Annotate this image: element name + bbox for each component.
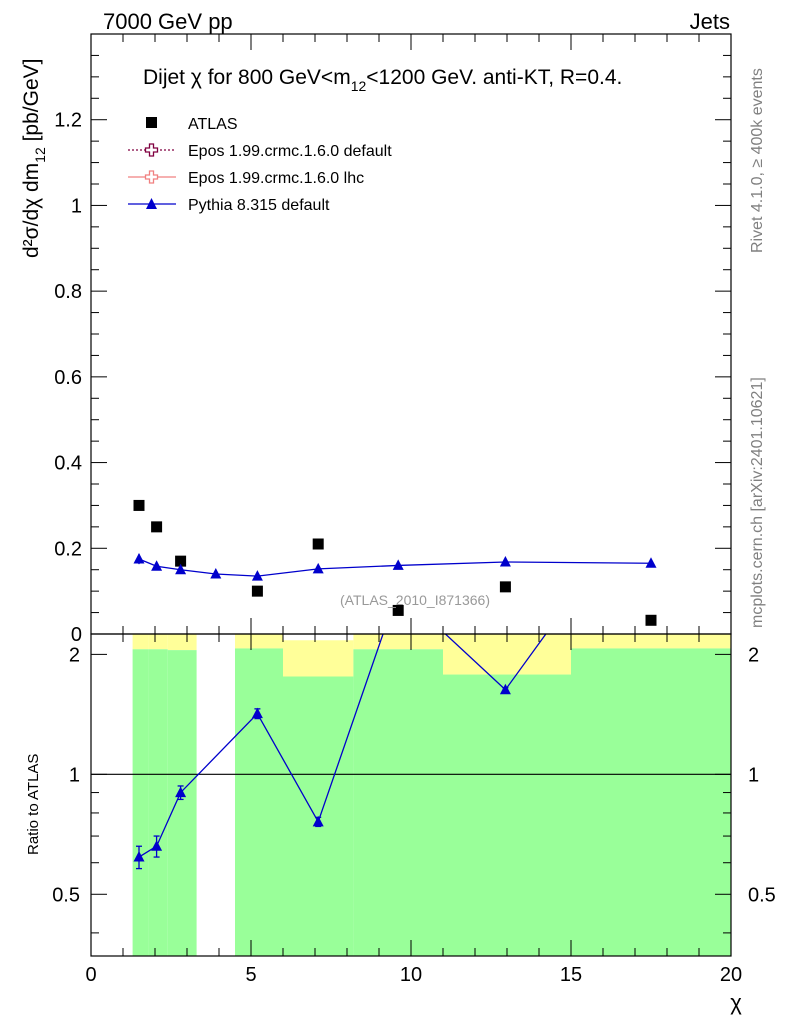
- ratio-band-outer-2: [167, 634, 197, 651]
- main-ylabel-text: d²σ/dχ dm: [20, 163, 43, 258]
- ratio-band-inner-5: [353, 649, 443, 956]
- mcplots-label: mcplots.cern.ch [arXiv:2401.10621]: [749, 377, 766, 628]
- main-series: [133, 499, 657, 626]
- legend-marker-atlas: [146, 117, 157, 128]
- ratio-point-2: [175, 786, 187, 798]
- ratio-point-3: [251, 707, 263, 719]
- ratio-ytick-label-left-2: 2: [69, 644, 80, 666]
- ratio-band-inner-6: [443, 674, 571, 956]
- ratio-ylabel: Ratio to ATLAS: [25, 754, 42, 855]
- ratio-band-inner-3: [235, 648, 283, 956]
- main-ylabel-sub: 12: [32, 147, 48, 163]
- xaxis-label: χ: [730, 990, 742, 1015]
- ratio-ytick-label-right-2: 2: [748, 644, 759, 666]
- legend-marker-epos-default: [144, 143, 159, 157]
- main-ytick-label-4: 0.8: [54, 281, 82, 303]
- ratio-point-4: [312, 815, 324, 827]
- pythia-point-4: [251, 570, 263, 581]
- main-ylabel: d²σ/dχ dm12 [pb/GeV]: [20, 59, 48, 258]
- ratio-band-outer-5: [353, 634, 443, 650]
- xtick-label-3: 15: [560, 964, 582, 986]
- main-ytick-label-1: 0.2: [54, 538, 82, 560]
- ratio-point-0: [133, 851, 145, 862]
- xtick-label-2: 10: [400, 964, 422, 986]
- main-ytick-label-2: 0.4: [54, 453, 82, 475]
- atlas-point-1: [151, 521, 163, 533]
- pythia-point-6: [392, 559, 404, 570]
- main-ytick-label-0: 0: [71, 624, 82, 646]
- ratio-band-outer-7: [571, 634, 731, 649]
- atlas-point-7: [645, 614, 657, 626]
- xtick-label-1: 5: [245, 964, 256, 986]
- ratio-ytick-label-right-1: 1: [748, 764, 759, 786]
- main-frame: [90, 33, 732, 635]
- ratio-point-7: [646, 483, 657, 494]
- ratio-ytick-label-right-0: 0.5: [748, 884, 776, 906]
- ratio-band-inner-1: [148, 649, 168, 956]
- ratio-band-inner-2: [167, 650, 197, 956]
- analysis-watermark: (ATLAS_2010_I871366): [340, 592, 490, 608]
- legend-label-epos-default: Epos 1.99.crmc.1.6.0 default: [188, 143, 392, 160]
- ratio-band-outer-0: [132, 634, 149, 650]
- main-ytick-label-5: 1: [71, 195, 82, 217]
- main-ytick-label-6: 1.2: [54, 110, 82, 132]
- legend-label-atlas: ATLAS: [188, 116, 238, 133]
- atlas-point-6: [499, 581, 511, 593]
- ratio-band-outer-3: [235, 634, 283, 649]
- xtick-label-4: 20: [720, 964, 742, 986]
- legend-marker-pythia: [146, 198, 157, 209]
- pythia-point-7: [499, 556, 511, 567]
- atlas-point-4: [312, 538, 324, 550]
- pythia-point-8: [645, 557, 657, 568]
- pythia-point-5: [312, 562, 324, 574]
- pythia-point-1: [151, 560, 163, 571]
- ratio-ytick-label-left-1: 1: [69, 764, 80, 786]
- pythia-point-3: [210, 568, 222, 579]
- ratio-band-outer-4: [283, 640, 354, 677]
- pythia-point-2: [175, 563, 187, 575]
- legend-label-pythia: Pythia 8.315 default: [188, 197, 330, 214]
- main-ylabel-unit: [pb/GeV]: [20, 59, 43, 148]
- legend: ATLAS Epos 1.99.crmc.1.6.0 default Epos …: [128, 116, 392, 214]
- legend-marker-epos-lhc: [144, 170, 159, 184]
- atlas-point-0: [133, 499, 145, 511]
- ratio-point-6: [499, 683, 511, 695]
- header-left: 7000 GeV pp: [103, 9, 233, 34]
- ratio-band-inner-0: [132, 649, 149, 956]
- header-right: Jets: [690, 9, 730, 34]
- ratio-band-inner-7: [571, 648, 731, 956]
- ratio-series: [133, 483, 657, 870]
- chart-title: Dijet χ for 800 GeV<m12<1200 GeV. anti-K…: [143, 66, 622, 94]
- atlas-point-3: [251, 585, 263, 597]
- chart-title-rest: <1200 GeV. anti-KT, R=0.4.: [366, 66, 622, 89]
- chart-title-main: Dijet χ for 800 GeV<m: [143, 66, 351, 89]
- ratio-pythia-line: [138, 634, 547, 858]
- ratio-point-1: [151, 840, 163, 851]
- chart-title-sub: 12: [351, 78, 367, 94]
- legend-label-epos-lhc: Epos 1.99.crmc.1.6.0 lhc: [188, 170, 364, 187]
- ratio-bands: [132, 634, 731, 956]
- ratio-band-outer-1: [148, 634, 168, 650]
- pythia-point-0: [133, 553, 145, 564]
- atlas-point-5: [392, 604, 404, 616]
- atlas-point-2: [175, 555, 187, 567]
- rivet-label: Rivet 4.1.0, ≥ 400k events: [749, 68, 766, 253]
- ratio-ytick-label-left-0: 0.5: [52, 884, 80, 906]
- xtick-label-0: 0: [85, 964, 96, 986]
- main-ytick-label-3: 0.6: [54, 367, 82, 389]
